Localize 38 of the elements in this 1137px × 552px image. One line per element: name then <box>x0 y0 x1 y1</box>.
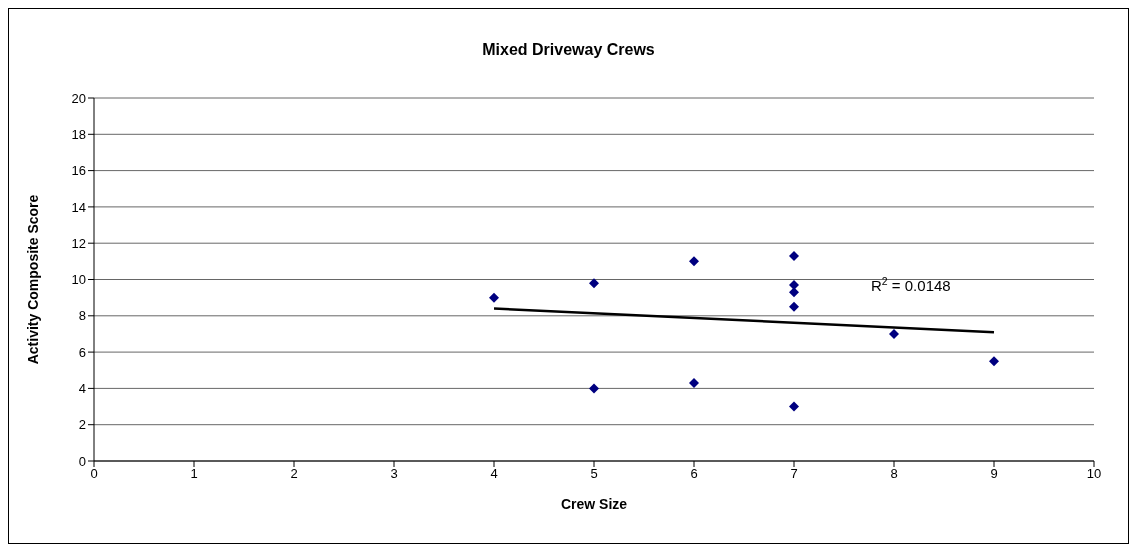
annotation: R$^{2}$ = 0.0148 <box>871 275 951 294</box>
x-tick-label: 5 <box>590 466 598 482</box>
point <box>689 256 699 267</box>
x-tick-label: 3 <box>390 466 398 482</box>
y-tick-label: 8 <box>78 308 86 324</box>
y-tick-label: 20 <box>71 90 86 106</box>
point <box>689 377 699 388</box>
y-tick-label: 10 <box>71 272 86 288</box>
point <box>789 401 799 412</box>
y-tick-label: 18 <box>71 126 86 142</box>
y-tick-label: 16 <box>71 163 86 179</box>
y-tick-label: 2 <box>78 417 86 433</box>
y-tick-label: 0 <box>78 453 86 469</box>
y-tick-label: 12 <box>71 235 86 251</box>
x-tick-label: 7 <box>790 466 798 482</box>
y-tick-label: 14 <box>71 199 86 215</box>
point <box>989 356 999 367</box>
x-tick-label: 9 <box>990 466 998 482</box>
x-tick-label: 1 <box>190 466 198 482</box>
chart-title: Mixed Driveway Crews <box>481 41 656 59</box>
point <box>789 287 799 298</box>
point <box>589 278 599 289</box>
x-tick-label: 6 <box>690 466 698 482</box>
point <box>589 383 599 394</box>
point <box>789 301 799 312</box>
x-tick-label: 2 <box>290 466 298 482</box>
x-tick-label: 10 <box>1086 466 1102 482</box>
x-tick-label: 4 <box>490 466 498 482</box>
x-axis-title: Crew Size <box>560 496 628 512</box>
y-tick-label: 4 <box>78 381 86 397</box>
point <box>889 328 899 339</box>
x-tick-label: 8 <box>890 466 898 482</box>
point <box>489 292 499 303</box>
point <box>789 250 799 261</box>
point <box>789 279 799 290</box>
y-axis-title: Activity Composite Score <box>24 194 41 365</box>
y-tick-label: 6 <box>78 344 86 360</box>
x-tick-label: 0 <box>90 466 98 482</box>
